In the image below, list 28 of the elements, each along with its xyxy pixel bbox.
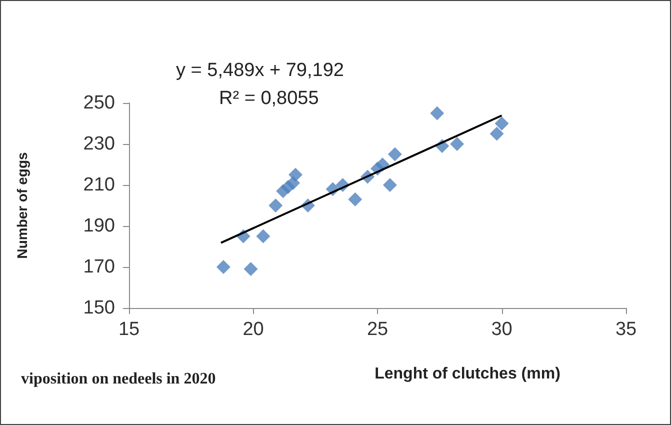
point xyxy=(382,178,397,192)
point xyxy=(430,106,444,120)
point xyxy=(388,147,402,162)
y-tick-label: 150 xyxy=(83,298,115,318)
y-tick-label: 210 xyxy=(83,174,115,196)
point xyxy=(490,126,504,141)
y-tick-label: 170 xyxy=(83,256,115,278)
x-tick-label: 30 xyxy=(491,319,512,340)
x-tick-label: 15 xyxy=(118,319,140,340)
x-axis-title: Lenght of clutches (mm) xyxy=(374,366,560,382)
x-tick-label: 20 xyxy=(242,319,264,340)
point xyxy=(494,116,509,130)
y-tick-label: 230 xyxy=(83,134,115,154)
point xyxy=(256,229,270,244)
text: y = 5,489x + 79,192 xyxy=(176,60,344,81)
point xyxy=(288,168,302,182)
y-tick-label: 250 xyxy=(83,92,115,114)
y-axis-title: Number of eggs xyxy=(14,152,30,259)
point xyxy=(450,137,464,151)
x-tick-label: 25 xyxy=(366,319,388,340)
point xyxy=(348,192,362,206)
x-tick-label: 35 xyxy=(615,319,637,340)
point xyxy=(268,198,283,212)
text: viposition on nedeels in 2020 xyxy=(21,370,216,388)
annotation: R² = 0,8055 xyxy=(219,88,319,109)
point xyxy=(216,260,230,274)
point xyxy=(244,262,258,276)
y-tick-label: 190 xyxy=(83,216,115,236)
